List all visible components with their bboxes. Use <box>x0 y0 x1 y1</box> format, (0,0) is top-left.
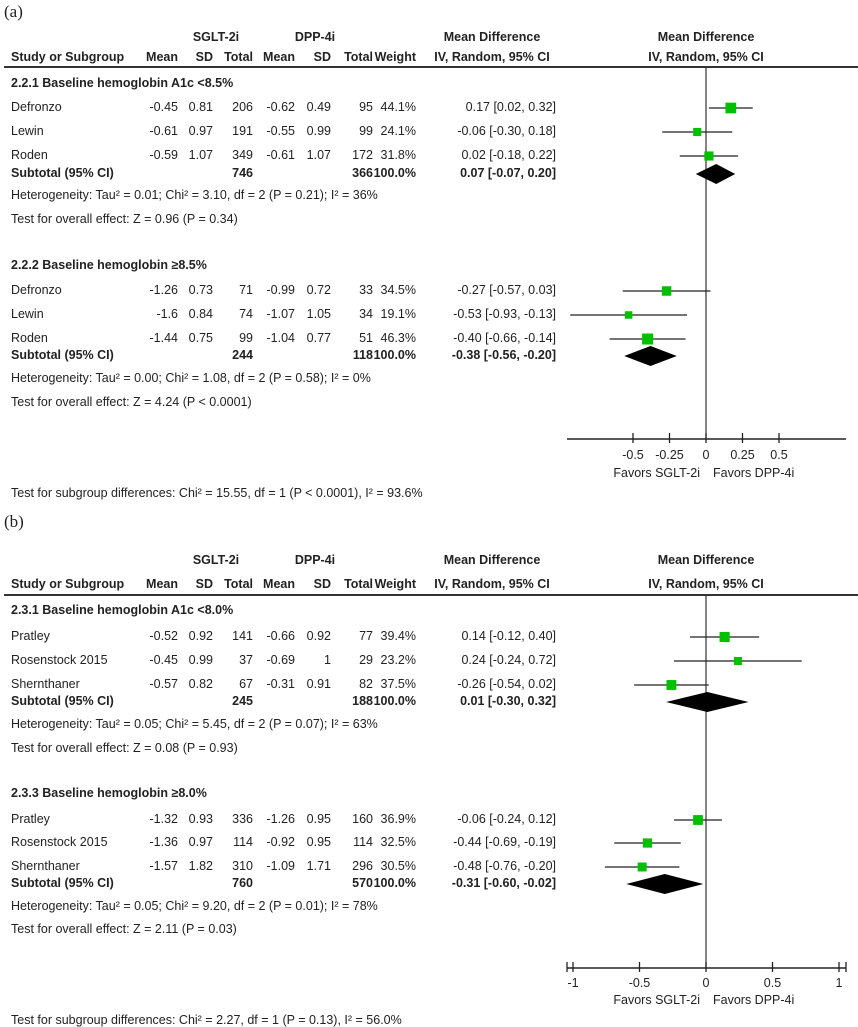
study-marker <box>666 680 676 690</box>
study-marker <box>693 815 703 825</box>
study-marker <box>643 838 652 847</box>
pooled-diamond <box>666 692 748 712</box>
study-marker <box>720 632 730 642</box>
study-marker <box>625 311 632 318</box>
study-marker <box>662 286 671 295</box>
study-marker <box>693 128 701 136</box>
study-marker <box>725 103 736 114</box>
pooled-diamond <box>696 164 735 184</box>
study-marker <box>638 863 647 872</box>
study-marker <box>642 333 653 344</box>
pooled-diamond <box>626 874 703 894</box>
study-marker <box>734 657 742 665</box>
pooled-diamond <box>624 346 677 366</box>
study-marker <box>704 151 713 160</box>
